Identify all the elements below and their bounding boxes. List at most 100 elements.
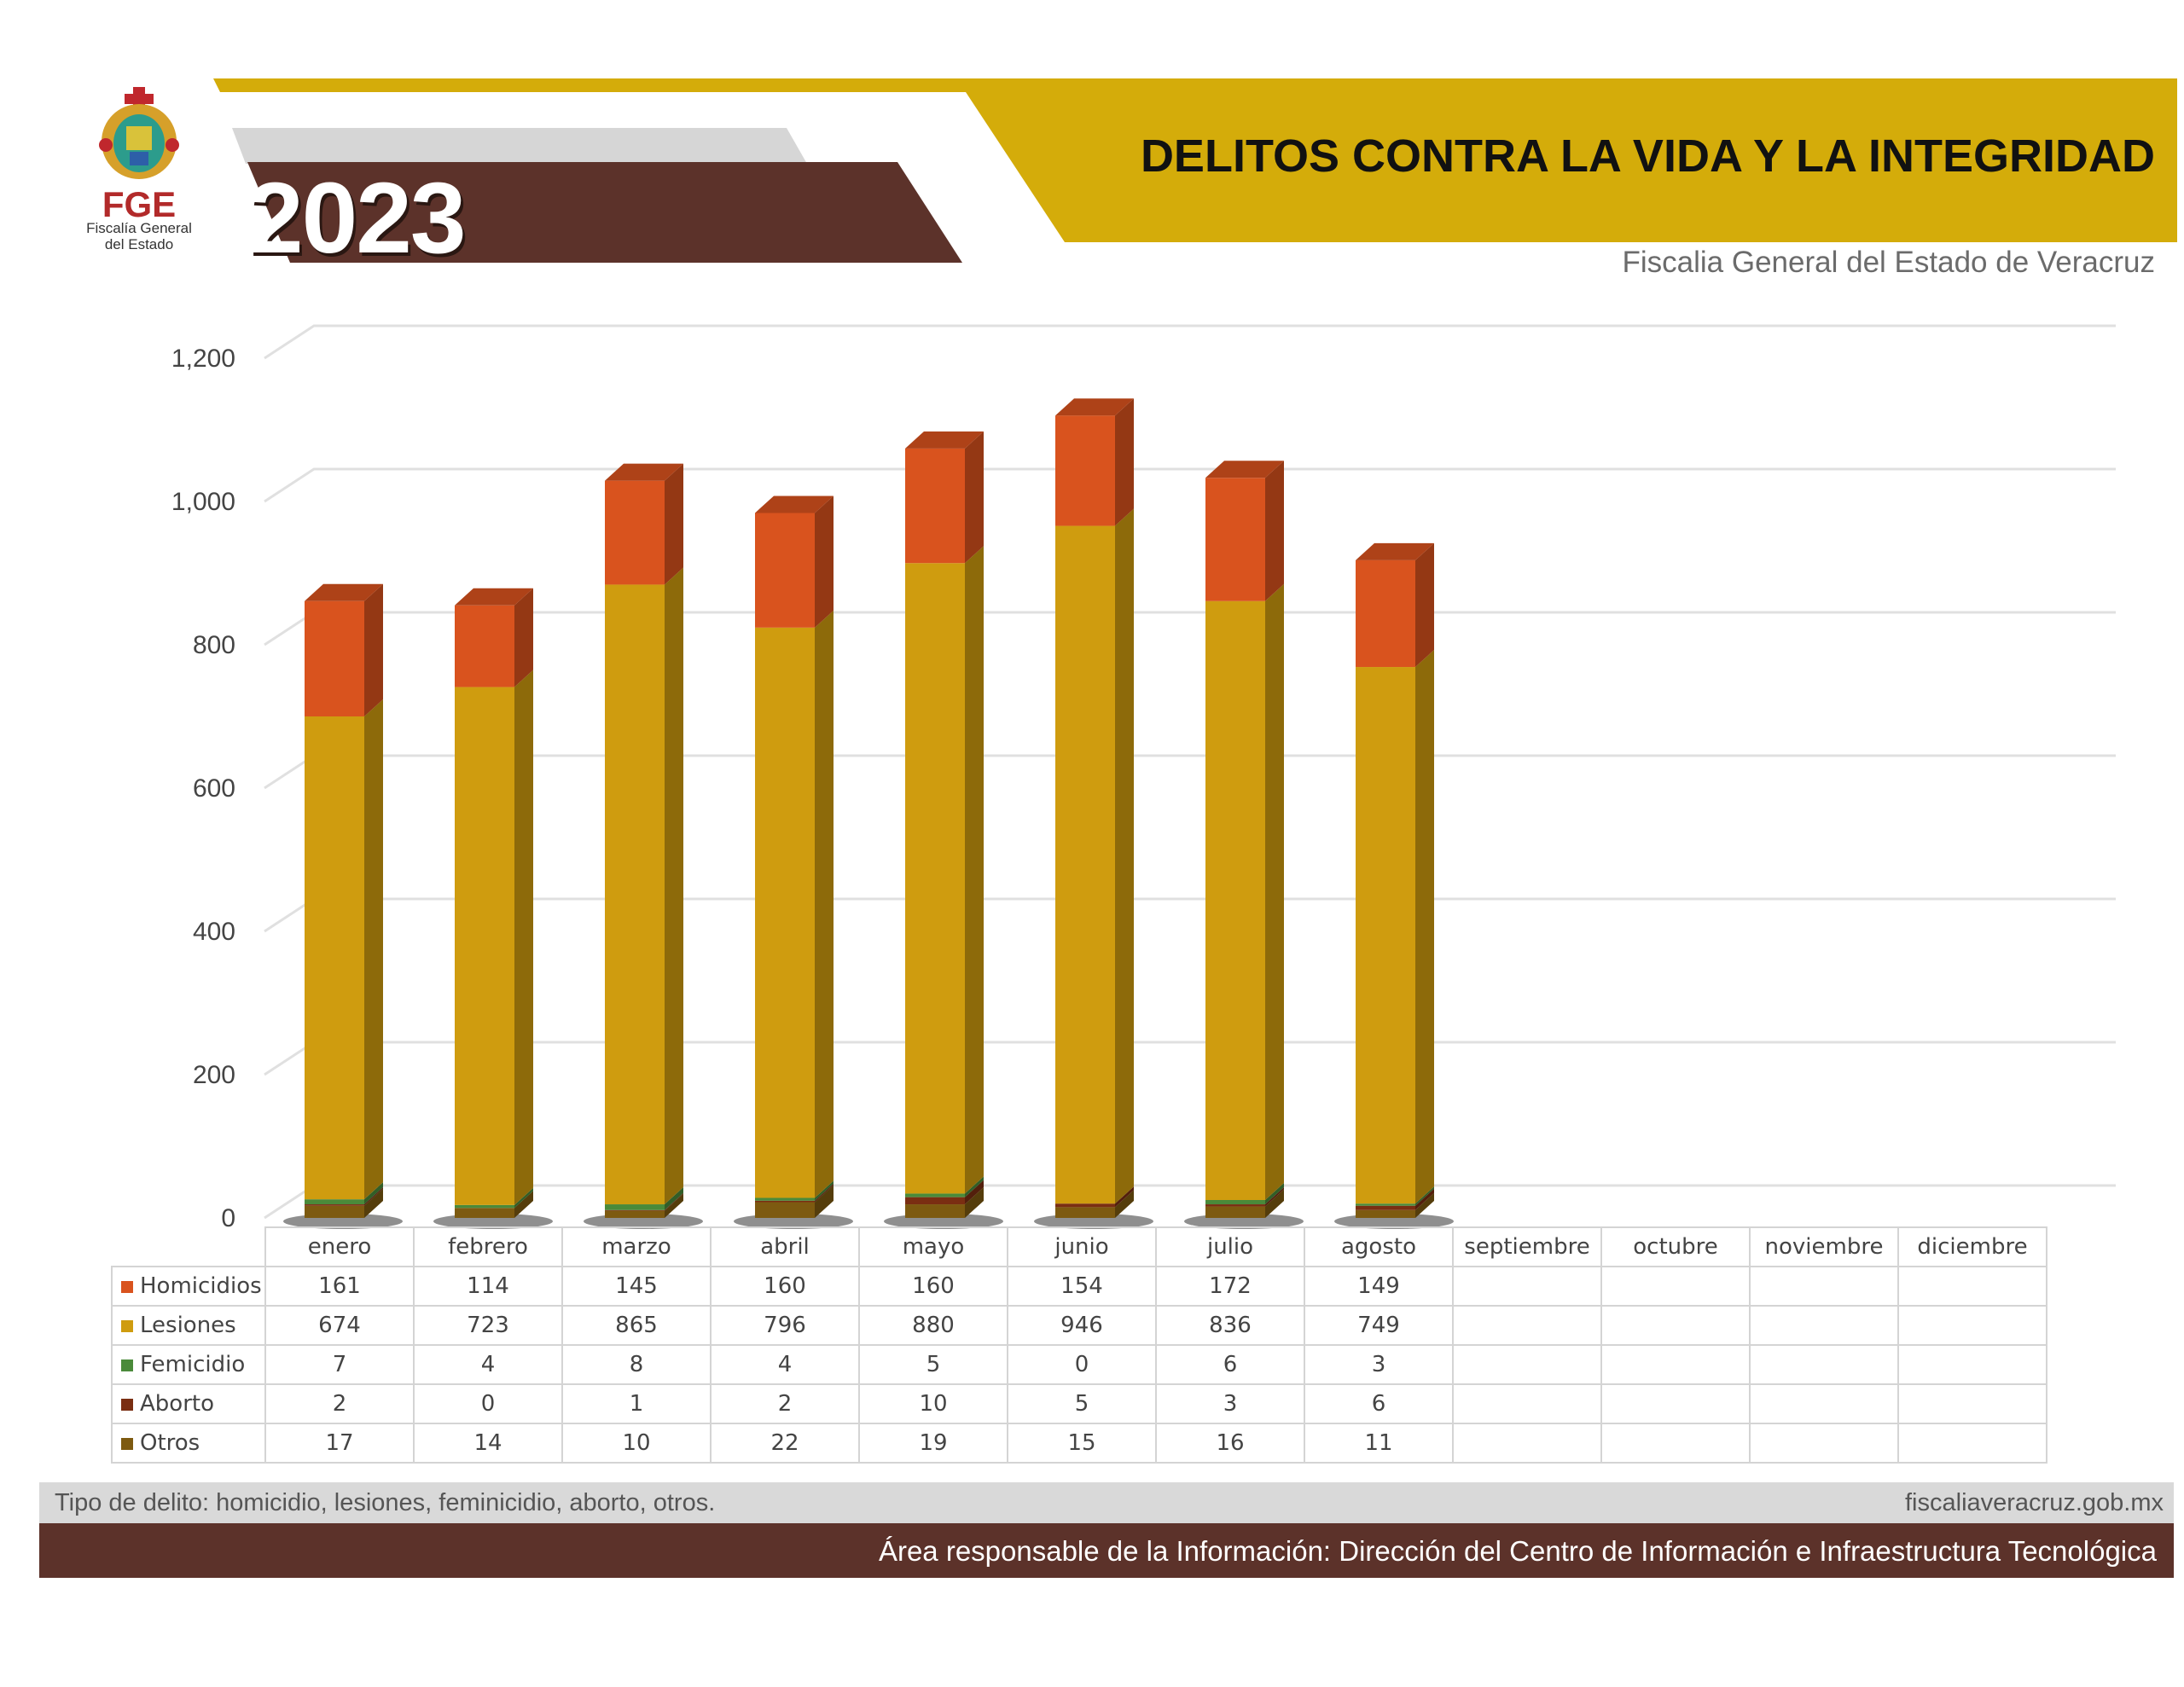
y-tick-label: 1,000: [171, 488, 235, 516]
table-cell: [1749, 1423, 1899, 1464]
table-cell: 2: [710, 1383, 860, 1424]
year-label: 2023: [247, 162, 467, 275]
table-cell: 1: [561, 1383, 712, 1424]
bar-segment-femicidio: [1356, 1186, 1434, 1206]
legend-swatch: [121, 1280, 133, 1293]
bar-segment-aborto: [305, 1187, 383, 1206]
bar-segment-femicidio: [305, 1182, 383, 1205]
bar-segment-homicidios: [755, 496, 834, 628]
y-tick-label: 600: [193, 774, 235, 803]
coat-of-arms-icon: [99, 87, 179, 179]
legend-entry: Homicidios: [111, 1266, 266, 1307]
table-row: Otros 17 14 10 22 19 15 16 11: [111, 1423, 2048, 1464]
column-header: julio: [1155, 1226, 1305, 1267]
legend-swatch: [121, 1398, 133, 1411]
page-title: DELITOS CONTRA LA VIDA Y LA INTEGRIDAD: [1140, 130, 2155, 182]
table-cell: [1600, 1383, 1751, 1424]
bar-segment-femicidio: [905, 1176, 984, 1197]
table-cell: [1897, 1305, 2048, 1346]
footer-url-link[interactable]: fiscaliaveracruz.gob.mx: [1905, 1489, 2164, 1516]
legend-entry: Aborto: [111, 1383, 266, 1424]
table-cell: 8: [561, 1344, 712, 1385]
gridline: [264, 324, 2116, 360]
gridline: [264, 467, 2116, 503]
bar-segment-otros: [1055, 1190, 1134, 1218]
table-cell: 172: [1155, 1266, 1305, 1307]
table-cell: 2: [264, 1383, 415, 1424]
table-row: Femicidio 7 4 8 4 5 0 6 3: [111, 1344, 2048, 1385]
table-cell: 0: [413, 1383, 563, 1424]
legend-swatch: [121, 1437, 133, 1450]
table-cell: [1600, 1344, 1751, 1385]
table-row: Lesiones 674 723 865 796 880 946 836 749: [111, 1305, 2048, 1346]
bar-segment-aborto: [755, 1183, 834, 1203]
table-cell: 16: [1155, 1423, 1305, 1464]
bar-segment-otros: [305, 1188, 383, 1218]
table-cell: 10: [561, 1423, 712, 1464]
table-cell: 3: [1155, 1383, 1305, 1424]
table-cell: 4: [710, 1344, 860, 1385]
table-header-row: enero febrero marzo abril mayo junio julio agos…: [112, 1226, 2048, 1267]
table-cell: [1897, 1423, 2048, 1464]
bar-segment-homicidios: [1205, 461, 1284, 601]
y-tick-label: 0: [221, 1204, 235, 1232]
table-cell: 19: [858, 1423, 1008, 1464]
bar-top-cap: [305, 583, 383, 601]
table-cell: 723: [413, 1305, 563, 1346]
bar-top-cap: [755, 496, 834, 513]
table-cell: 3: [1304, 1344, 1454, 1385]
bar-segment-femicidio: [1205, 1183, 1284, 1205]
table-cell: 749: [1304, 1305, 1454, 1346]
bar-top-cap: [905, 431, 984, 449]
table-cell: 154: [1007, 1266, 1157, 1307]
column-header: mayo: [858, 1226, 1008, 1267]
bar-segment-lesiones: [605, 567, 683, 1205]
fge-logo: FGE Fiscalía General del Estado: [75, 82, 203, 261]
table-cell: [1749, 1344, 1899, 1385]
bar-segment-homicidios: [305, 583, 383, 716]
page-subtitle: Fiscalia General del Estado de Veracruz: [1622, 246, 2156, 279]
footer-note: Tipo de delito: homicidio, lesiones, fem…: [55, 1489, 716, 1516]
column-header: agosto: [1304, 1226, 1454, 1267]
legend-label: Lesiones: [140, 1313, 236, 1338]
bar-segment-aborto: [1356, 1188, 1434, 1210]
gridline: [264, 897, 2116, 933]
column-header: febrero: [413, 1226, 563, 1267]
bar-segment-lesiones: [305, 699, 383, 1200]
table-row: Homicidios 161 114 145 160 160 154 172 149: [111, 1266, 2048, 1307]
table-cell: 5: [1007, 1383, 1157, 1424]
table-cell: 0: [1007, 1344, 1157, 1385]
table-cell: [1897, 1266, 2048, 1307]
bar-segment-otros: [455, 1191, 533, 1218]
bar-segment-homicidios: [1356, 542, 1434, 668]
table-cell: [1452, 1423, 1602, 1464]
legend-swatch: [121, 1359, 133, 1371]
table-cell: 149: [1304, 1266, 1454, 1307]
bar-segment-otros: [905, 1187, 984, 1218]
bar-top-cap: [455, 588, 533, 606]
stacked-bar-chart: 0 200 400 600 800 1,000 1,200: [171, 324, 2116, 1232]
bar-segment-aborto: [1055, 1186, 1134, 1208]
bar-segment-lesiones: [1356, 650, 1434, 1204]
y-tick-label: 1,200: [171, 345, 235, 373]
table-cell: 7: [264, 1344, 415, 1385]
bar-segment-aborto: [1205, 1187, 1284, 1207]
header-gold-band: [213, 78, 2177, 242]
gridline: [264, 1041, 2116, 1076]
bar-segment-lesiones: [905, 546, 984, 1194]
bar-segment-homicidios: [905, 431, 984, 564]
table-cell: [1600, 1423, 1751, 1464]
table-cell: 114: [413, 1266, 563, 1307]
table-cell: [1749, 1383, 1899, 1424]
legend-entry: Otros: [111, 1423, 266, 1464]
column-header: enero: [264, 1226, 415, 1267]
header-brown-bar: [247, 162, 962, 263]
legend-label: Aborto: [140, 1391, 214, 1417]
legend-label: Femicidio: [140, 1352, 246, 1377]
column-header: abril: [710, 1226, 860, 1267]
table-cell: 5: [858, 1344, 1008, 1385]
legend-label: Homicidios: [140, 1273, 262, 1299]
y-tick-label: 800: [193, 631, 235, 659]
table-cell: 865: [561, 1305, 712, 1346]
logo-subtitle: Fiscalía General del Estado: [75, 220, 203, 252]
